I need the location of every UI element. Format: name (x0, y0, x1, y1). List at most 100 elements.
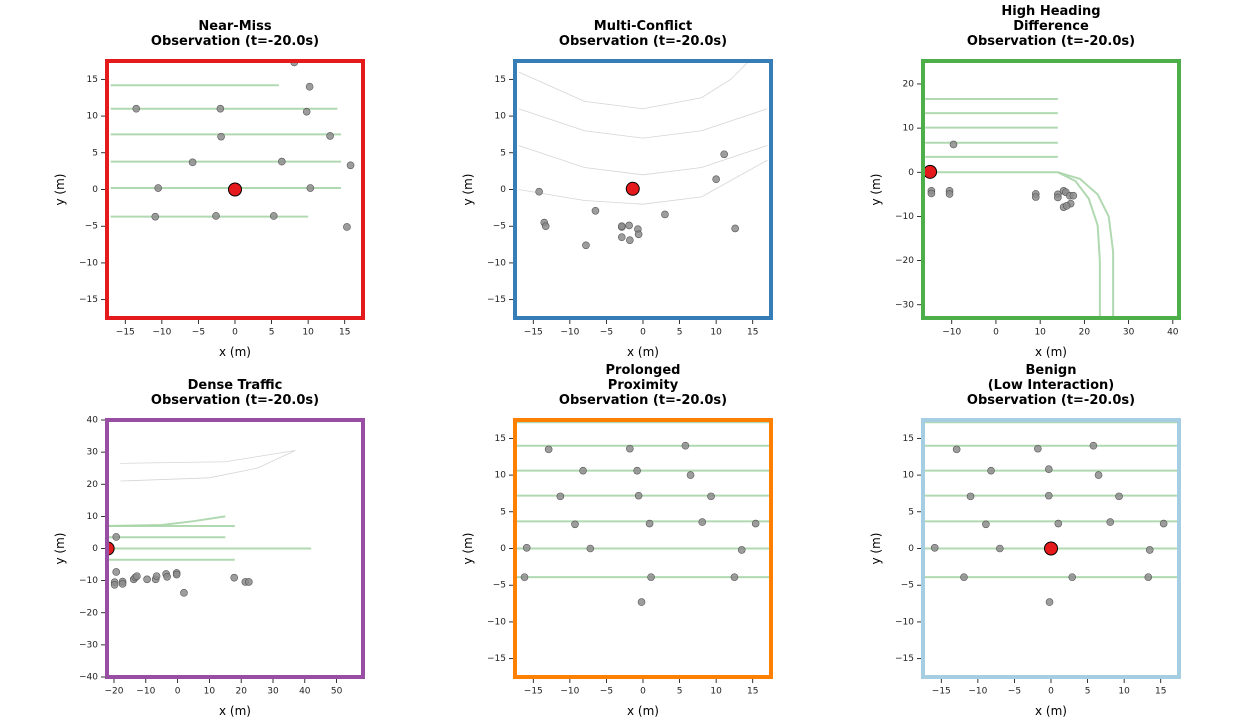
x-tick-label: −5 (600, 687, 613, 697)
agent-point (625, 221, 633, 230)
panel-frame (513, 418, 773, 679)
y-tick-label: 15 (903, 434, 914, 444)
x-tick-label: 0 (993, 328, 999, 338)
x-tick-label: 0 (1048, 687, 1054, 697)
plot-area (107, 450, 312, 597)
x-tick-label: −5 (1008, 687, 1021, 697)
x-tick-label: 10 (1034, 328, 1046, 338)
agent-point (966, 492, 975, 501)
agent-point (245, 578, 253, 586)
y-tick-label: 0 (92, 544, 98, 554)
agent-point (306, 184, 315, 192)
agent-point (945, 190, 954, 198)
agent-point (1115, 492, 1123, 501)
agent-point (952, 445, 961, 454)
x-tick-label: 5 (1085, 687, 1091, 697)
panel-title: High Heading (1001, 4, 1100, 19)
agent-point (571, 520, 579, 529)
agent-point (637, 598, 646, 606)
lane-line (1057, 171, 1115, 318)
y-tick-label: 0 (500, 185, 506, 195)
agent-point (982, 520, 990, 529)
panel-title: Observation (t=-20.0s) (559, 34, 727, 49)
panel-frame (105, 59, 365, 320)
panel-title: Dense Traffic (188, 378, 283, 393)
x-tick-label: 0 (175, 687, 181, 697)
lane-line (518, 61, 750, 110)
agent-point (132, 104, 141, 113)
agent-point (927, 189, 936, 198)
panel-title: Proximity (608, 378, 679, 393)
panel-title: Observation (t=-20.0s) (967, 34, 1135, 49)
y-tick-label: −10 (487, 258, 506, 268)
agent-point (1068, 573, 1077, 581)
y-tick-label: 10 (495, 471, 507, 481)
agent-point (1144, 573, 1153, 581)
y-tick-label: 15 (87, 75, 98, 85)
agent-point (110, 581, 119, 589)
agent-point (154, 184, 162, 192)
ego-point (625, 181, 640, 196)
x-tick-label: 10 (710, 328, 722, 338)
x-tick-label: 50 (331, 687, 343, 697)
x-axis-label: x (m) (627, 704, 659, 718)
agent-point (626, 236, 634, 244)
x-tick-label: 30 (1123, 328, 1135, 338)
y-tick-label: 20 (903, 79, 915, 89)
agent-point (544, 445, 553, 454)
x-tick-label: 0 (640, 328, 646, 338)
x-tick-label: 5 (677, 687, 683, 697)
ego-point (228, 182, 242, 197)
y-tick-label: −15 (895, 654, 914, 664)
panel-title: Observation (t=-20.0s) (967, 393, 1135, 408)
agent-point (343, 223, 351, 231)
x-axis-label: x (m) (627, 345, 659, 359)
agent-point (1045, 598, 1054, 606)
panel-frame (921, 59, 1181, 320)
y-axis-label: y (m) (461, 174, 475, 206)
agent-point (586, 544, 595, 553)
x-tick-label: −15 (116, 328, 135, 338)
x-tick-label: −15 (524, 687, 543, 697)
agent-point (987, 466, 995, 475)
panel-title: Prolonged (606, 363, 681, 378)
agent-point (1145, 546, 1154, 554)
panel-title: Near-Miss (198, 19, 271, 34)
ego-point (923, 164, 938, 179)
agent-point (216, 104, 225, 113)
x-tick-label: 10 (204, 687, 216, 697)
x-tick-label: 20 (1079, 328, 1091, 338)
agent-point (579, 466, 587, 475)
x-axis-label: x (m) (219, 345, 251, 359)
agent-point (143, 575, 151, 584)
x-tick-label: 10 (1118, 687, 1130, 697)
lane-line (518, 145, 768, 176)
x-tick-label: 30 (267, 687, 279, 697)
y-tick-label: −20 (79, 608, 98, 618)
x-tick-label: −15 (524, 328, 543, 338)
y-tick-label: −10 (79, 576, 98, 586)
agent-point (720, 150, 728, 159)
agent-point (633, 466, 641, 475)
y-tick-label: −10 (487, 617, 506, 627)
agent-point (995, 544, 1004, 553)
y-tick-label: −15 (487, 295, 506, 305)
agent-point (960, 573, 968, 581)
panel-frame (105, 418, 365, 679)
x-tick-label: 5 (269, 328, 275, 338)
agent-point (582, 241, 590, 250)
y-tick-label: −5 (85, 222, 98, 232)
lane-line (120, 450, 296, 482)
x-tick-label: 40 (299, 687, 311, 697)
x-tick-label: 10 (302, 328, 314, 338)
plot-area (110, 61, 355, 231)
x-tick-label: 15 (1155, 687, 1166, 697)
x-tick-label: −10 (968, 687, 987, 697)
y-tick-label: −5 (493, 581, 506, 591)
y-tick-label: 0 (908, 544, 914, 554)
agent-point (1045, 491, 1053, 500)
x-tick-label: 0 (640, 687, 646, 697)
agent-point (112, 568, 121, 576)
y-axis-label: y (m) (869, 174, 883, 206)
